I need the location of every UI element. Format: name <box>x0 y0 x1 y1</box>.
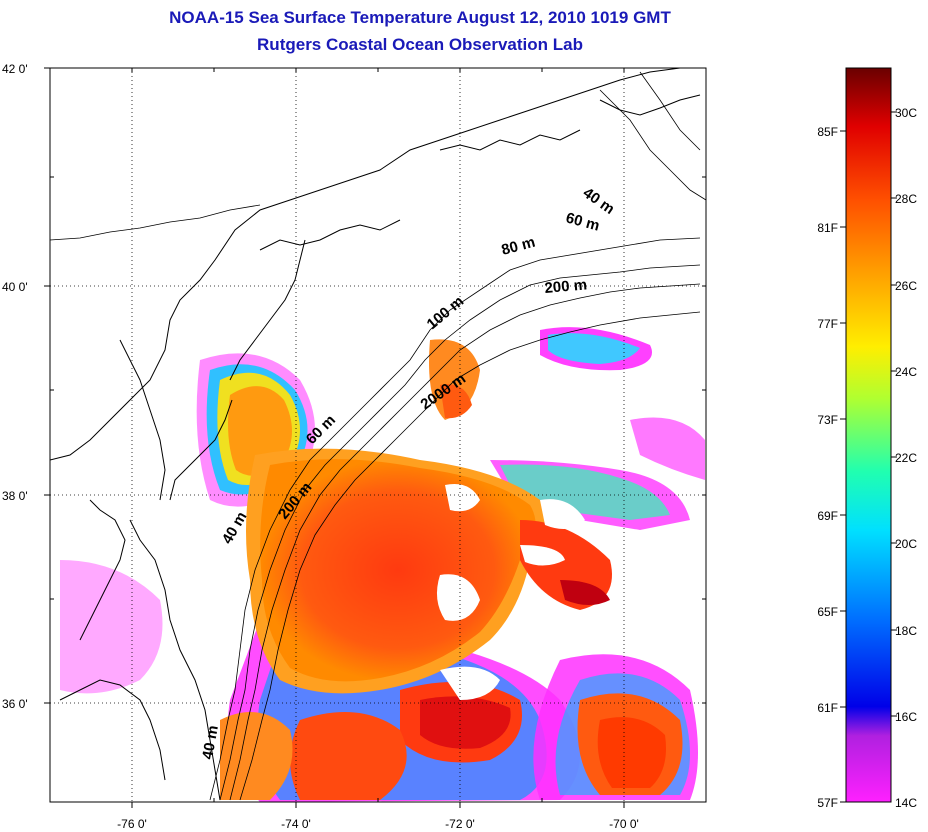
lat-tick-label: 40 0' <box>2 280 28 294</box>
coastline <box>50 68 701 801</box>
fahrenheit-label: 61F <box>817 701 838 715</box>
fahrenheit-label: 73F <box>817 413 838 427</box>
map-subtitle: Rutgers Coastal Ocean Observation Lab <box>257 35 583 54</box>
contour-label: 200 m <box>544 276 588 297</box>
colorbar-celsius-labels: 30C 28C 26C 24C 22C 20C 18C 16C 14C <box>895 106 917 810</box>
colorbar-fahrenheit-labels: 85F 81F 77F 73F 69F 65F 61F 57F <box>817 125 838 810</box>
celsius-label: 16C <box>895 710 917 724</box>
celsius-label: 20C <box>895 537 917 551</box>
longitude-labels: -76 0' -74 0' -72 0' -70 0' <box>117 817 639 831</box>
colorbar: 85F 81F 77F 73F 69F 65F 61F 57F 30C 28C … <box>817 67 917 810</box>
lon-tick-label: -74 0' <box>281 817 311 831</box>
tick-marks <box>44 67 706 808</box>
graticule <box>50 68 706 802</box>
fahrenheit-label: 69F <box>817 509 838 523</box>
celsius-label: 22C <box>895 451 917 465</box>
sst-warm-core <box>220 339 683 800</box>
contour-label: 40 m <box>199 724 222 761</box>
fahrenheit-label: 65F <box>817 605 838 619</box>
lon-tick-label: -72 0' <box>445 817 475 831</box>
lon-tick-label: -76 0' <box>117 817 147 831</box>
fahrenheit-label: 57F <box>817 796 838 810</box>
colorbar-ticks <box>840 111 897 803</box>
celsius-label: 28C <box>895 192 917 206</box>
lat-tick-label: 38 0' <box>2 489 28 503</box>
bathymetry-contours <box>50 71 706 801</box>
latitude-labels: 42 0' 40 0' 38 0' 36 0' <box>2 62 28 711</box>
lon-tick-label: -70 0' <box>609 817 639 831</box>
fahrenheit-label: 81F <box>817 221 838 235</box>
celsius-label: 26C <box>895 279 917 293</box>
celsius-label: 24C <box>895 365 917 379</box>
lat-tick-label: 36 0' <box>2 697 28 711</box>
celsius-label: 14C <box>895 796 917 810</box>
colorbar-scale <box>845 67 892 803</box>
map-title: NOAA-15 Sea Surface Temperature August 1… <box>169 8 671 27</box>
celsius-label: 30C <box>895 106 917 120</box>
map-plot-area: 40 m 60 m 80 m 200 m 100 m 2000 m 60 m 2… <box>50 68 706 802</box>
fahrenheit-label: 85F <box>817 125 838 139</box>
cloud-gaps <box>436 484 585 700</box>
lat-tick-label: 42 0' <box>2 62 28 76</box>
fahrenheit-label: 77F <box>817 317 838 331</box>
celsius-label: 18C <box>895 624 917 638</box>
